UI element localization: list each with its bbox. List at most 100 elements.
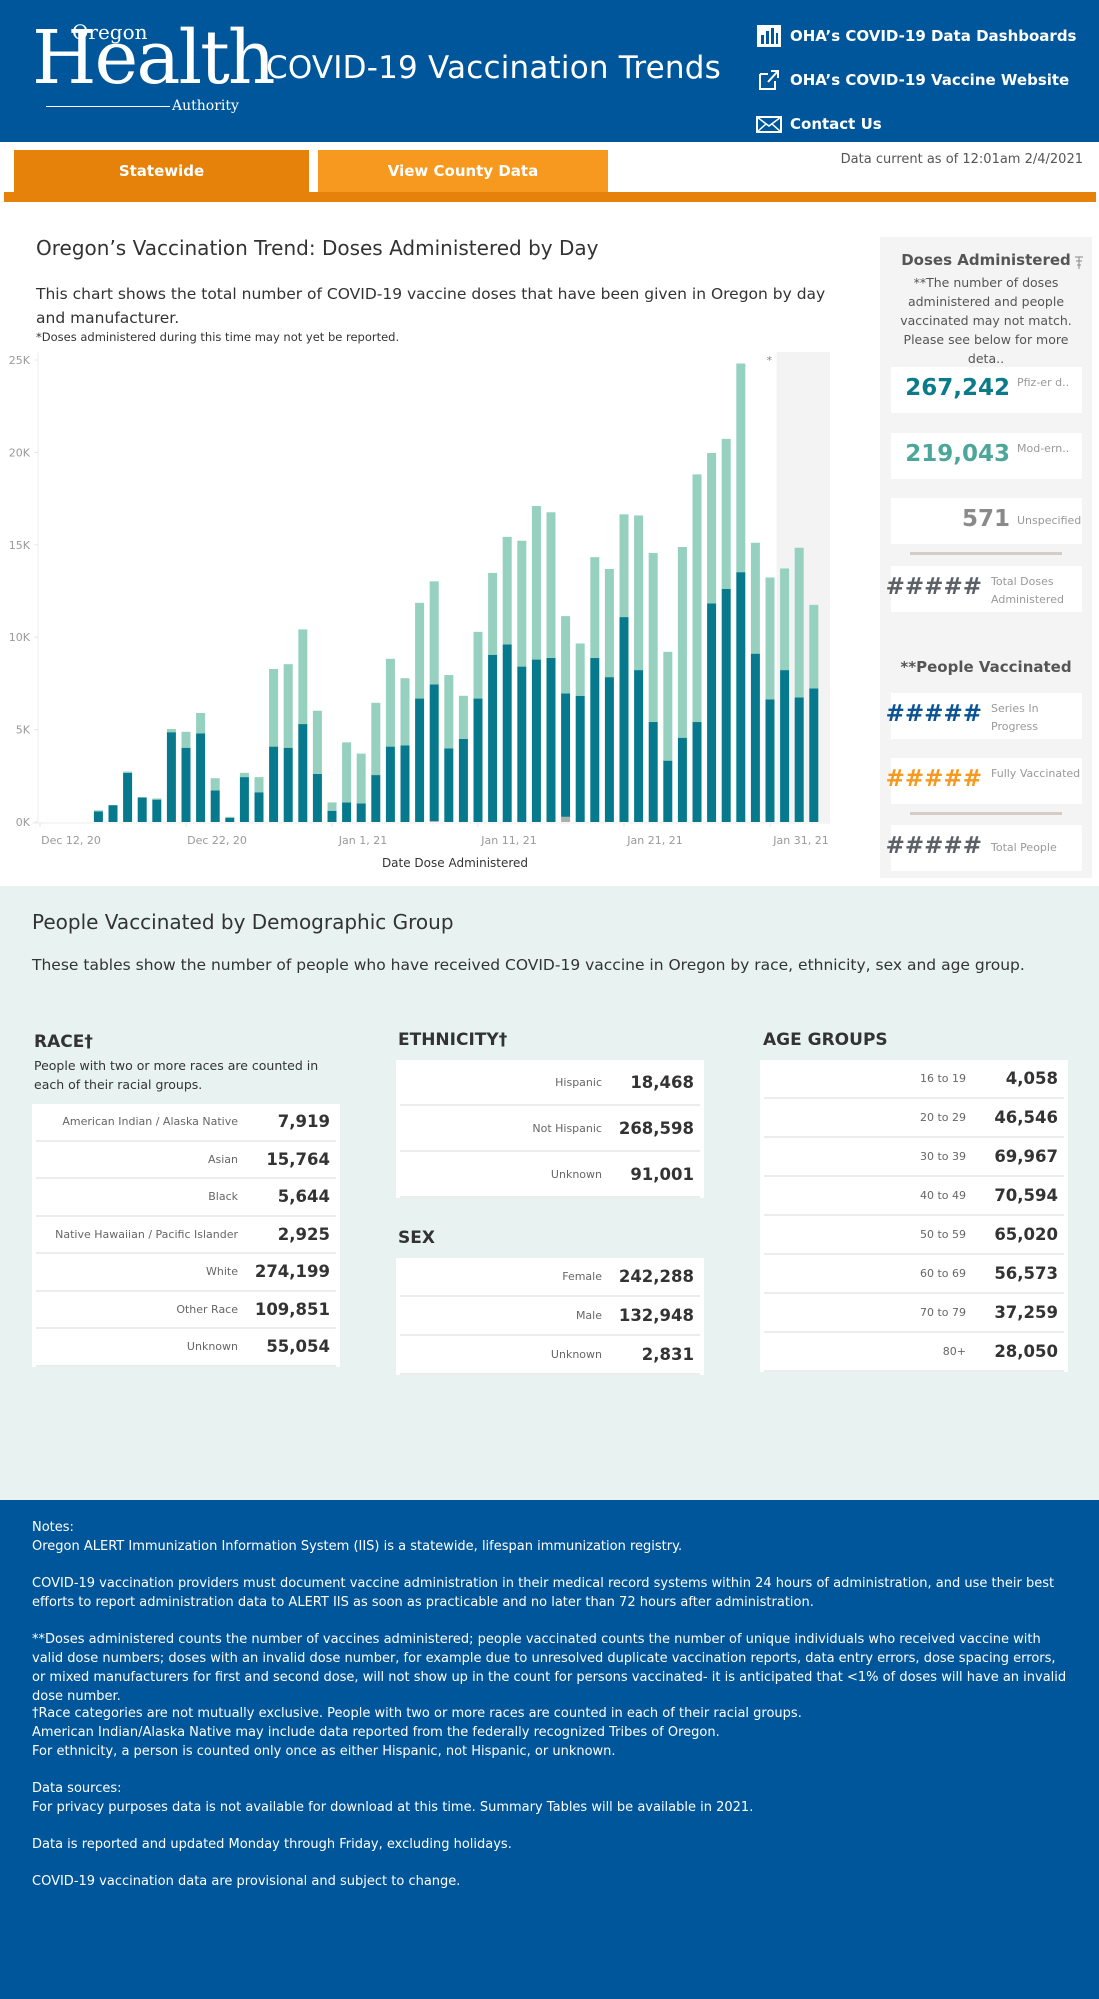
row-value: 2,925: [277, 1224, 330, 1244]
x-axis-title: Date Dose Administered: [381, 856, 529, 870]
bar-moderna-2020-12-21: [166, 729, 176, 733]
bar-moderna-2020-12-25: [225, 816, 235, 818]
notes-line: **Doses administered counts the number o…: [32, 1632, 1067, 1704]
bar-pfizer-2021-01-19: [590, 657, 600, 822]
kpi-total-doses-value: #####: [885, 574, 982, 600]
table-row: Native Hawaiian / Pacific Islander 2,925: [36, 1217, 336, 1254]
row-value: 55,054: [266, 1337, 330, 1357]
table-row: American Indian / Alaska Native 7,919: [36, 1104, 336, 1142]
kpi-total-people-label: Total People: [991, 841, 1057, 854]
notes-line: American Indian/Alaska Native may includ…: [32, 1725, 720, 1740]
table-row: Not Hispanic 268,598: [400, 1106, 700, 1152]
row-value: 4,058: [1005, 1069, 1058, 1088]
table-row: Other Race 109,851: [36, 1292, 336, 1329]
notes-line: For privacy purposes data is not availab…: [32, 1800, 754, 1815]
table-row: 16 to 19 4,058: [764, 1060, 1064, 1099]
doses-chart[interactable]: * 0K 5K 10K 15K 20K 25K Dec 12, 20 Dec 22, 20 Jan…: [0, 345, 840, 885]
kpi-total-doses: ##### Total Doses Administered: [886, 566, 1082, 612]
y-tick-label: 10K: [9, 631, 31, 644]
ethnicity-table: Hispanic 18,468 Not Hispanic 268,598 Unknown…: [396, 1060, 704, 1198]
row-value: 2,831: [641, 1345, 694, 1364]
age-title: AGE GROUPS: [763, 1030, 888, 1050]
bar-pfizer-2021-01-31: [765, 699, 775, 822]
bar-moderna-2020-12-16: [93, 810, 103, 812]
row-value: 242,288: [618, 1267, 694, 1286]
bar-moderna-2021-01-27: [707, 452, 717, 604]
bar-pfizer-2020-12-24: [210, 790, 220, 822]
bar-pfizer-2021-01-10: [458, 738, 468, 822]
bar-unspecified-2021-01-17: [561, 816, 571, 822]
race-table: American Indian / Alaska Native 7,919 Asia…: [32, 1104, 340, 1367]
bar-moderna-2020-12-29: [283, 664, 293, 748]
kpi-series-in-progress: ##### Series In Progress: [886, 693, 1082, 739]
bar-moderna-2020-12-30: [298, 629, 308, 725]
bar-pfizer-2020-12-26: [239, 777, 249, 822]
data-dashboards-link[interactable]: OHA’s COVID-19 Data Dashboards: [756, 14, 1076, 58]
data-dashboards-label: OHA’s COVID-19 Data Dashboards: [790, 27, 1077, 45]
bar-pfizer-2021-01-14: [517, 666, 527, 822]
x-tick-label: Dec 12, 20: [41, 834, 101, 847]
row-label: 50 to 59: [919, 1228, 966, 1241]
bar-pfizer-2021-01-03: [356, 803, 366, 822]
row-value: 132,948: [618, 1306, 694, 1325]
doses-chart-svg[interactable]: * 0K 5K 10K 15K 20K 25K Dec 12, 20 Dec 22, 20 Jan…: [0, 345, 840, 885]
notes-line: For ethnicity, a person is counted only …: [32, 1744, 616, 1759]
table-row: Unknown 2,831: [400, 1336, 700, 1375]
kpi-total-people: ##### Total People: [886, 825, 1082, 871]
tab-view-county-data[interactable]: View County Data: [318, 150, 608, 192]
kpi-fully-vaccinated: ##### Fully Vaccinated: [886, 758, 1082, 804]
race-subtitle: People with two or more races are counte…: [34, 1058, 319, 1092]
bar-pfizer-2020-12-27: [254, 792, 264, 822]
bar-pfizer-2020-12-31: [312, 773, 322, 822]
notes-line: COVID-19 vaccination data are provisiona…: [32, 1874, 461, 1889]
logo-oregon: Oregon: [72, 20, 148, 44]
oha-logo[interactable]: Health Oregon Authority: [32, 18, 276, 114]
bar-pfizer-2021-01-23: [648, 722, 658, 822]
table-row: 60 to 69 56,573: [764, 1255, 1064, 1294]
bar-pfizer-2020-12-28: [269, 746, 279, 822]
header-links: OHA’s COVID-19 Data Dashboards OHA’s COV…: [756, 14, 1076, 146]
row-value: 109,851: [254, 1299, 330, 1319]
doses-administered-title: Doses Administered: [901, 251, 1071, 269]
bar-pfizer-2020-12-16: [93, 811, 103, 822]
bar-pfizer-2021-01-21: [619, 617, 629, 822]
bar-moderna-2021-01-15: [531, 505, 541, 660]
table-row: Black 5,644: [36, 1179, 336, 1217]
bar-moderna-2021-01-03: [356, 753, 366, 804]
tab-statewide[interactable]: Statewide: [14, 150, 309, 192]
row-value: 5,644: [277, 1187, 330, 1207]
table-row: Unknown 91,001: [400, 1152, 700, 1198]
bar-moderna-2021-01-25: [677, 547, 687, 738]
row-value: 70,594: [994, 1186, 1058, 1205]
row-value: 56,573: [994, 1264, 1058, 1283]
bar-pfizer-2020-12-23: [196, 733, 206, 822]
trend-note: *Doses administered during this time may…: [36, 330, 400, 344]
vaccine-website-link[interactable]: OHA’s COVID-19 Vaccine Website: [756, 58, 1076, 102]
filter-icon[interactable]: [1074, 255, 1084, 271]
bar-pfizer-2021-01-08: [429, 684, 439, 822]
bar-pfizer-2020-12-21: [166, 732, 176, 822]
kpi-series-value: #####: [885, 701, 982, 727]
bar-pfizer-2021-01-25: [677, 737, 687, 822]
kpi-unspecified: 571 Unspecified: [891, 498, 1082, 544]
bar-moderna-2021-01-13: [502, 536, 512, 645]
vaccine-website-label: OHA’s COVID-19 Vaccine Website: [790, 71, 1070, 89]
row-label: American Indian / Alaska Native: [62, 1115, 238, 1129]
logo-health: Health: [32, 15, 276, 101]
sex-title: SEX: [398, 1228, 435, 1248]
bar-pfizer-2021-01-18: [575, 695, 585, 822]
kpi-unspecified-value: 571: [961, 506, 1010, 532]
bar-moderna-2021-02-03: [809, 604, 819, 689]
row-label: Hispanic: [555, 1075, 602, 1089]
bar-pfizer-2020-12-25: [225, 817, 235, 822]
envelope-icon: [756, 116, 782, 133]
doses-note: **The number of doses administered and p…: [900, 275, 1072, 366]
contact-us-link[interactable]: Contact Us: [756, 102, 1076, 146]
table-row: 70 to 79 37,259: [764, 1294, 1064, 1333]
app-title: COVID-19 Vaccination Trends: [266, 50, 721, 86]
sex-table: Female 242,288 Male 132,948 Unknown 2,831: [396, 1258, 704, 1375]
x-tick-label: Jan 31, 21: [772, 834, 828, 847]
kpi-moderna-label: Mod-ern..: [1017, 442, 1070, 455]
row-label: Unknown: [186, 1340, 238, 1354]
bar-moderna-2020-12-23: [196, 712, 206, 734]
